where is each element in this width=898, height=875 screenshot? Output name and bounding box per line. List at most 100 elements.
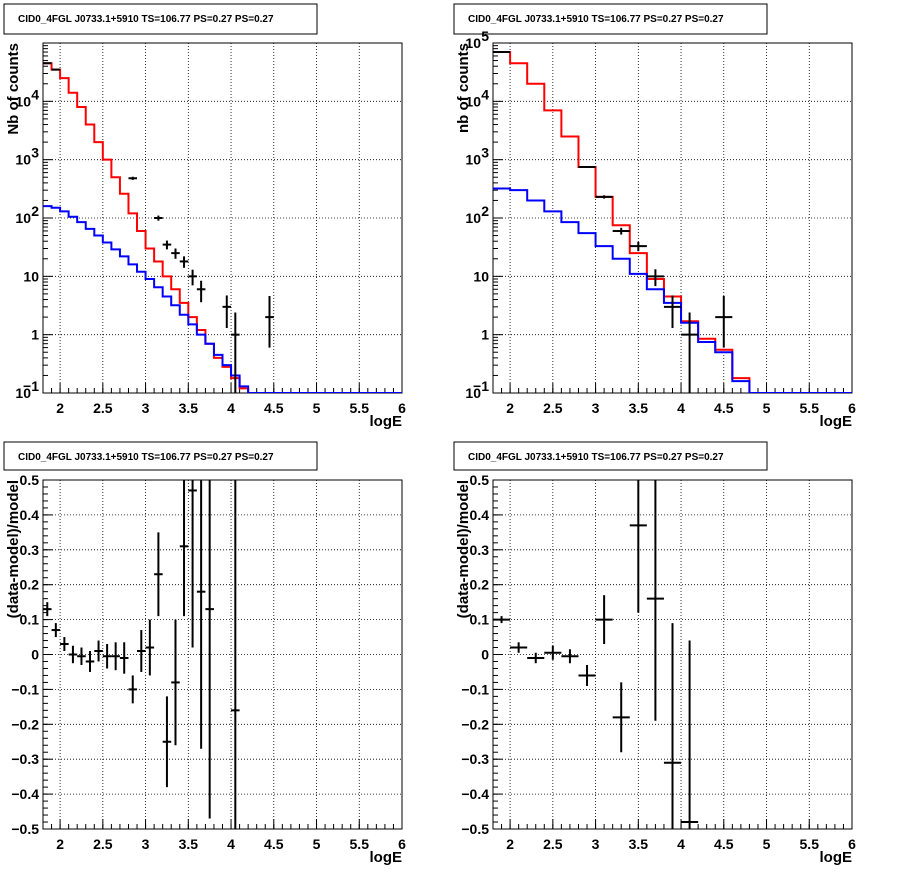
title-box (3, 3, 318, 35)
y-tick-label: 10 (15, 385, 31, 401)
y-tick-exponent: 4 (31, 86, 39, 102)
y-tick-label: 10 (465, 385, 481, 401)
y-tick-label: 1 (31, 327, 39, 343)
y-tick-label: 10 (465, 210, 481, 226)
plot-area (43, 480, 240, 829)
x-tick-label: 2.5 (543, 400, 563, 416)
x-tick-label: 3 (592, 836, 600, 852)
x-tick-label: 6 (398, 400, 406, 416)
y-tick-label: 0.4 (20, 507, 40, 523)
x-tick-label: 4.5 (714, 836, 734, 852)
y-tick-label: −0.4 (11, 786, 39, 802)
x-tick-label: 2 (56, 836, 64, 852)
x-tick-label: 2 (56, 400, 64, 416)
plot-area (43, 62, 402, 393)
x-tick-label: 3.5 (179, 836, 199, 852)
y-tick-label: 0.5 (470, 472, 490, 488)
y-axis-label: nb of counts (455, 43, 472, 133)
x-tick-label: 3.5 (629, 836, 649, 852)
x-axis-label: logE (820, 849, 853, 866)
y-tick-label: 0.3 (20, 542, 40, 558)
y-axis-label: (data-model)/model (5, 480, 22, 618)
x-tick-label: 2.5 (93, 400, 113, 416)
x-axis-label: logE (370, 849, 403, 866)
x-tick-label: 3 (592, 400, 600, 416)
plot-area (493, 51, 852, 393)
y-tick-exponent: 4 (481, 86, 489, 102)
x-tick-label: 5 (763, 400, 771, 416)
y-tick-label: 0.1 (20, 612, 40, 628)
x-tick-label: 2.5 (93, 836, 113, 852)
y-tick-label: −0.1 (461, 681, 489, 697)
histogram-series (493, 187, 852, 393)
y-axis-label: Nb of counts (5, 43, 22, 135)
x-tick-label: 4.5 (264, 836, 284, 852)
y-tick-label: −0.2 (461, 716, 489, 732)
x-tick-label: 5.5 (800, 836, 820, 852)
title-box (453, 441, 768, 471)
histogram-series (43, 62, 402, 393)
x-tick-label: 5 (313, 836, 321, 852)
y-axis-label: (data-model)/model (455, 480, 472, 618)
histogram-series (43, 205, 402, 393)
x-tick-label: 5.5 (800, 400, 820, 416)
title: CID0_4FGL J0733.1+5910 TS=106.77 PS=0.27… (18, 452, 274, 463)
y-tick-label: 10 (465, 152, 481, 168)
y-tick-label: −0.3 (461, 751, 489, 767)
x-tick-label: 4 (227, 836, 235, 852)
x-tick-label: 5 (763, 836, 771, 852)
y-tick-exponent: 2 (481, 203, 489, 219)
x-tick-label: 4 (677, 836, 685, 852)
x-tick-label: 5 (313, 400, 321, 416)
x-tick-label: 3 (142, 836, 150, 852)
y-tick-label: 0 (481, 647, 489, 663)
x-axis-label: logE (370, 413, 403, 430)
histogram-series (493, 51, 852, 393)
y-tick-exponent: 3 (31, 145, 39, 161)
x-tick-label: 3.5 (179, 400, 199, 416)
y-tick-label: 10 (23, 268, 39, 284)
title-box (453, 3, 768, 35)
title: CID0_4FGL J0733.1+5910 TS=106.77 PS=0.27… (468, 14, 724, 25)
y-tick-label: −0.1 (11, 681, 39, 697)
y-tick-label: 0.2 (470, 577, 490, 593)
y-tick-label: −0.2 (11, 716, 39, 732)
x-tick-label: 6 (398, 836, 406, 852)
y-tick-label: 1 (481, 327, 489, 343)
y-tick-label: 0.3 (470, 542, 490, 558)
x-tick-label: 4.5 (264, 400, 284, 416)
residual-panel-bottom-right: CID0_4FGL J0733.1+5910 TS=106.77 PS=0.27… (453, 441, 856, 866)
counts-panel-top-right: CID0_4FGL J0733.1+5910 TS=106.77 PS=0.27… (453, 3, 856, 430)
x-tick-label: 5.5 (350, 400, 370, 416)
title: CID0_4FGL J0733.1+5910 TS=106.77 PS=0.27… (18, 14, 274, 25)
y-tick-label: 0.1 (470, 612, 490, 628)
y-tick-exponent: 2 (31, 203, 39, 219)
y-tick-label: 0.2 (20, 577, 40, 593)
plot-frame (492, 42, 853, 394)
x-tick-label: 6 (848, 836, 856, 852)
plot-frame (42, 42, 403, 394)
y-tick-label: 10 (465, 93, 481, 109)
plot-frame (42, 479, 403, 830)
x-tick-label: 6 (848, 400, 856, 416)
y-tick-label: −0.5 (461, 821, 489, 837)
x-tick-label: 3 (142, 400, 150, 416)
title-box (3, 441, 318, 471)
y-tick-label: −0.5 (11, 821, 39, 837)
residual-panel-bottom-left: CID0_4FGL J0733.1+5910 TS=106.77 PS=0.27… (3, 441, 406, 866)
y-tick-label: 10 (15, 210, 31, 226)
x-tick-label: 4.5 (714, 400, 734, 416)
y-tick-label: 0 (31, 647, 39, 663)
y-tick-label: 10 (465, 35, 481, 51)
plot-area (493, 480, 699, 829)
y-tick-label: 10 (473, 268, 489, 284)
x-tick-label: 4 (677, 400, 685, 416)
x-tick-label: 2 (506, 836, 514, 852)
title: CID0_4FGL J0733.1+5910 TS=106.77 PS=0.27… (468, 452, 724, 463)
y-tick-label: 0.4 (470, 507, 490, 523)
y-tick-exponent: −1 (473, 378, 489, 394)
y-tick-label: −0.4 (461, 786, 489, 802)
x-tick-label: 4 (227, 400, 235, 416)
y-tick-label: 10 (15, 152, 31, 168)
